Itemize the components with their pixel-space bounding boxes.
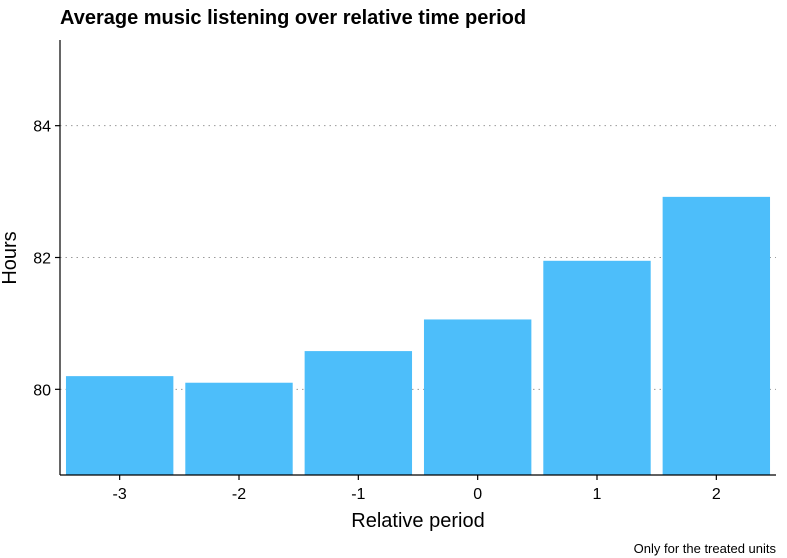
y-axis-title: Hours [0,231,21,284]
y-axis-ticks: 80 82 84 [33,119,60,399]
gridlines [60,125,776,390]
chart-caption: Only for the treated units [634,541,777,556]
x-tick-label: 0 [473,486,482,503]
bar--1 [304,351,413,475]
y-tick-label: 84 [33,119,51,136]
x-tick-label: -3 [113,486,127,503]
x-axis-ticks: -3 -2 -1 0 1 2 [113,475,721,503]
bar-2 [662,196,771,475]
x-tick-label: -1 [351,486,365,503]
y-tick-label: 82 [33,251,51,268]
x-axis-title: Relative period [351,510,484,532]
chart-title: Average music listening over relative ti… [60,7,526,29]
bar-1 [543,260,651,475]
bar--3 [65,376,174,475]
x-tick-label: 1 [593,486,602,503]
x-tick-label: 2 [712,486,721,503]
x-tick-label: -2 [232,486,246,503]
bars [65,196,771,475]
bar--2 [185,382,293,475]
y-tick-label: 80 [33,382,51,399]
bar-0 [423,319,532,475]
